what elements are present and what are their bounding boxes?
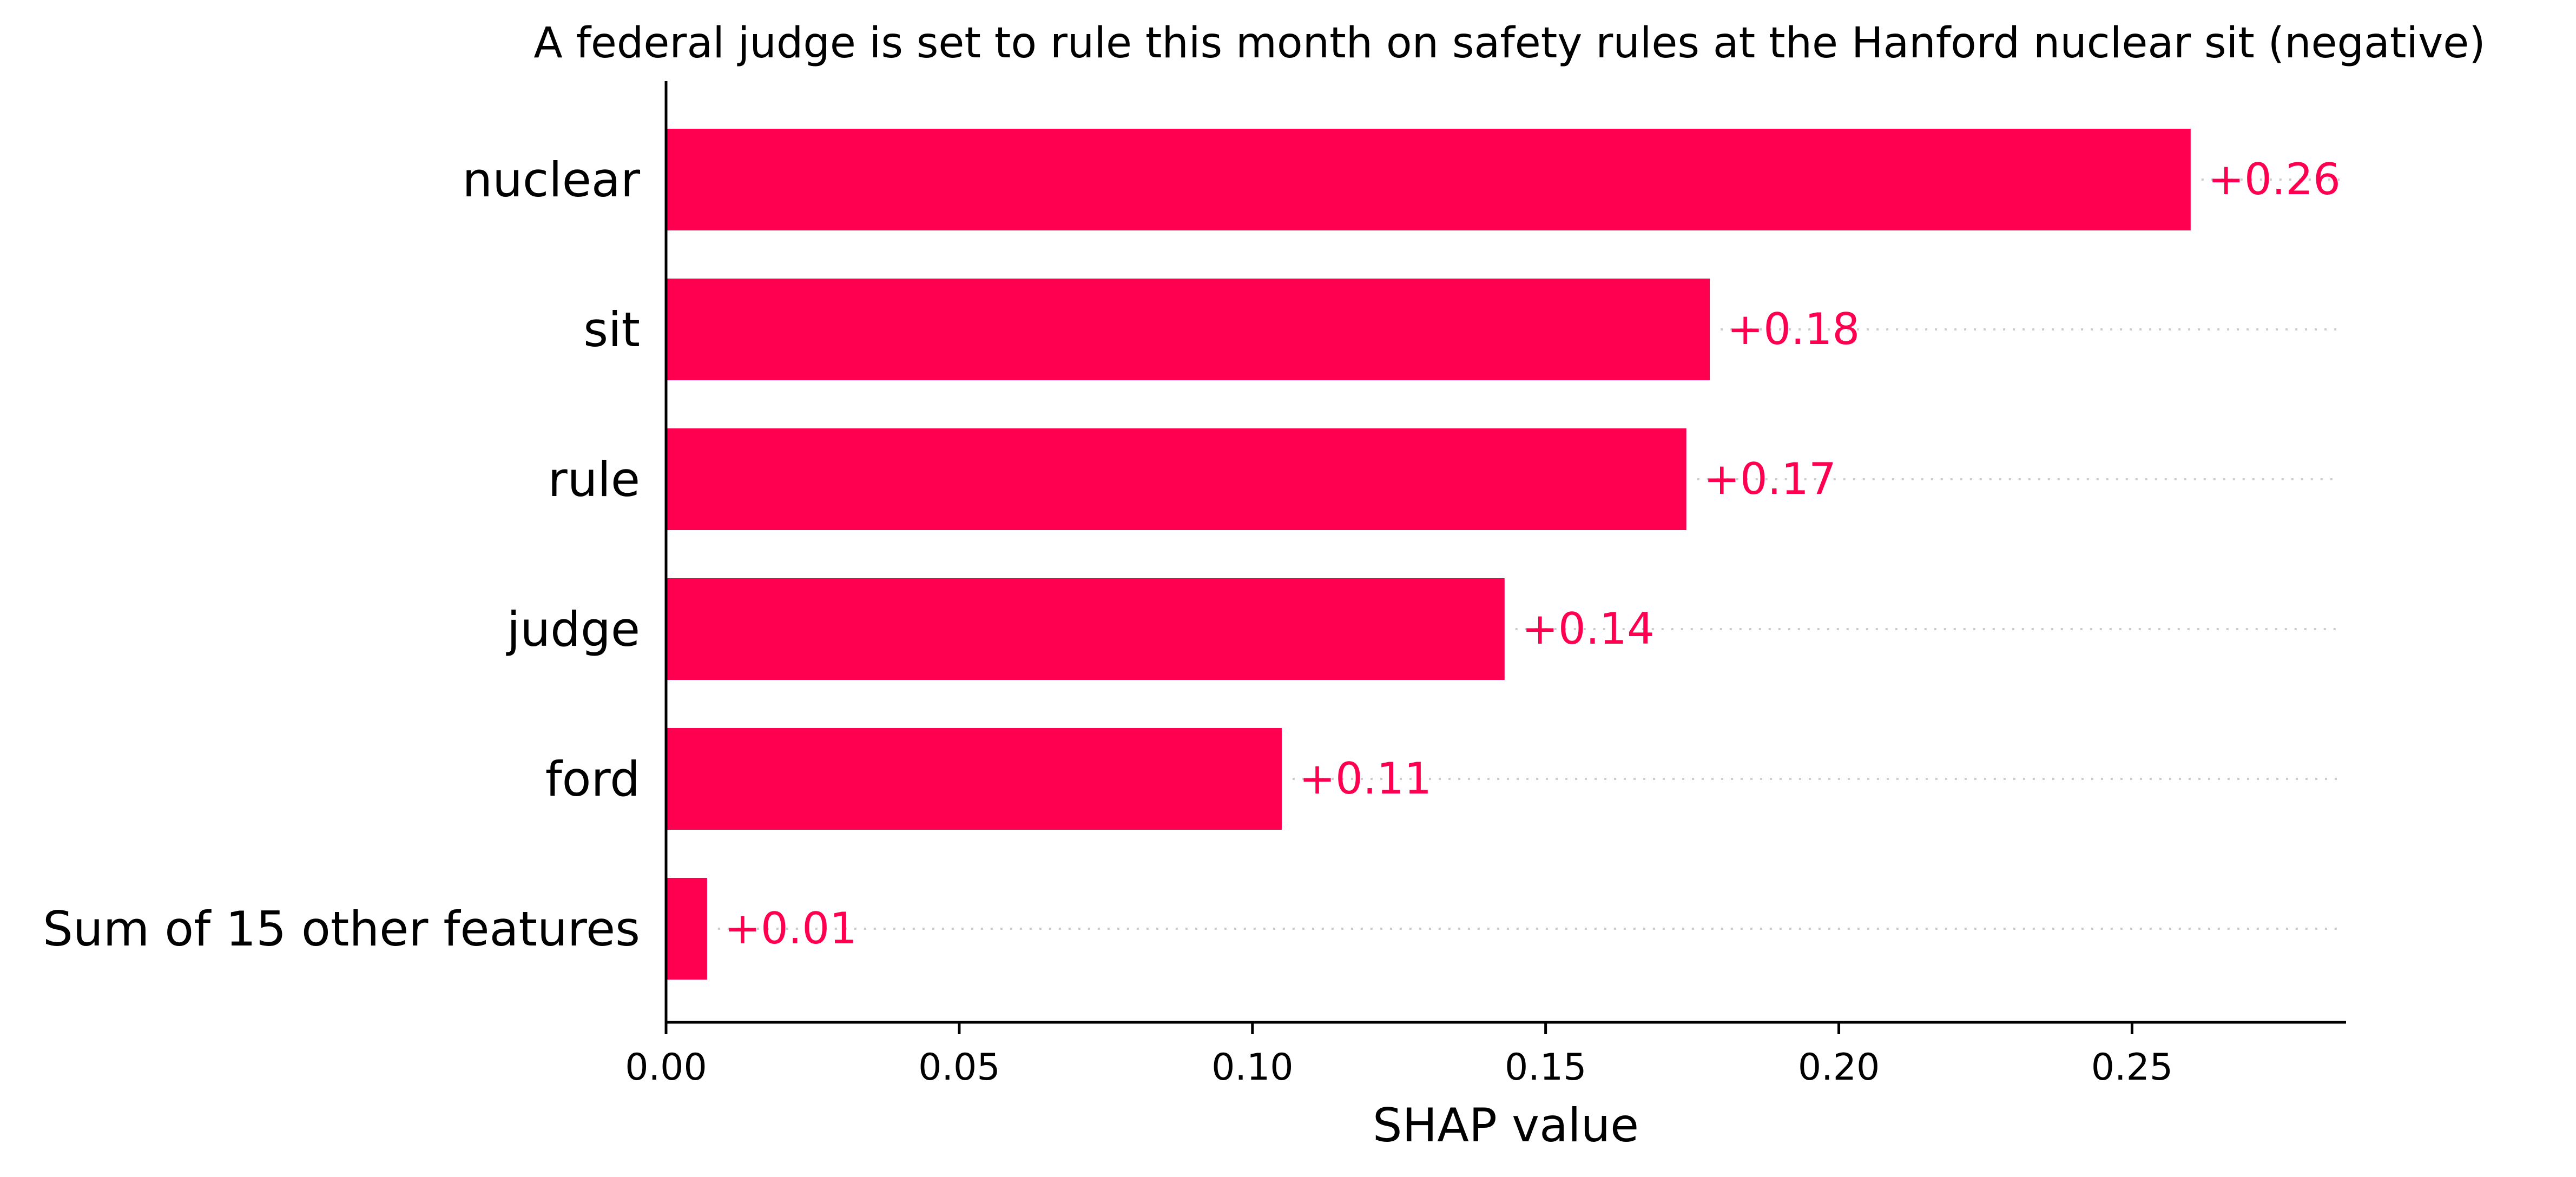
x-axis-title: SHAP value xyxy=(1373,1099,1639,1153)
value-label: +0.17 xyxy=(1704,454,1836,504)
x-tick-label: 0.10 xyxy=(1211,1046,1293,1089)
x-tick-label: 0.05 xyxy=(918,1046,1000,1089)
category-label: judge xyxy=(506,601,640,657)
category-label: Sum of 15 other features xyxy=(43,901,640,957)
bars xyxy=(666,129,2191,980)
x-axis-ticks: 0.00 0.05 0.10 0.15 0.20 0.25 xyxy=(625,1022,2173,1089)
x-tick-label: 0.20 xyxy=(1798,1046,1880,1089)
category-label: nuclear xyxy=(462,152,640,208)
bar xyxy=(666,129,2191,230)
value-label: +0.18 xyxy=(1727,304,1860,354)
bar xyxy=(666,728,1282,830)
row-guides xyxy=(717,178,2340,930)
x-tick-label: 0.15 xyxy=(1505,1046,1586,1089)
chart-title: A federal judge is set to rule this mont… xyxy=(533,19,2485,68)
x-tick-label: 0.00 xyxy=(625,1046,707,1089)
value-label: +0.14 xyxy=(1522,604,1655,654)
bar xyxy=(666,428,1686,530)
bar xyxy=(666,279,1710,380)
x-tick-label: 0.25 xyxy=(2091,1046,2173,1089)
category-label: sit xyxy=(583,302,640,358)
value-label: +0.11 xyxy=(1299,753,1432,804)
category-labels: nuclear sit rule judge ford Sum of 15 other f… xyxy=(43,152,641,957)
value-labels: +0.26 +0.18 +0.17 +0.14 +0.11 +0.01 xyxy=(724,154,2341,954)
category-label: rule xyxy=(548,452,640,507)
value-label: +0.01 xyxy=(724,903,857,954)
value-label: +0.26 xyxy=(2208,154,2341,204)
category-label: ford xyxy=(545,751,640,807)
bar xyxy=(666,578,1505,680)
bar xyxy=(666,878,707,980)
